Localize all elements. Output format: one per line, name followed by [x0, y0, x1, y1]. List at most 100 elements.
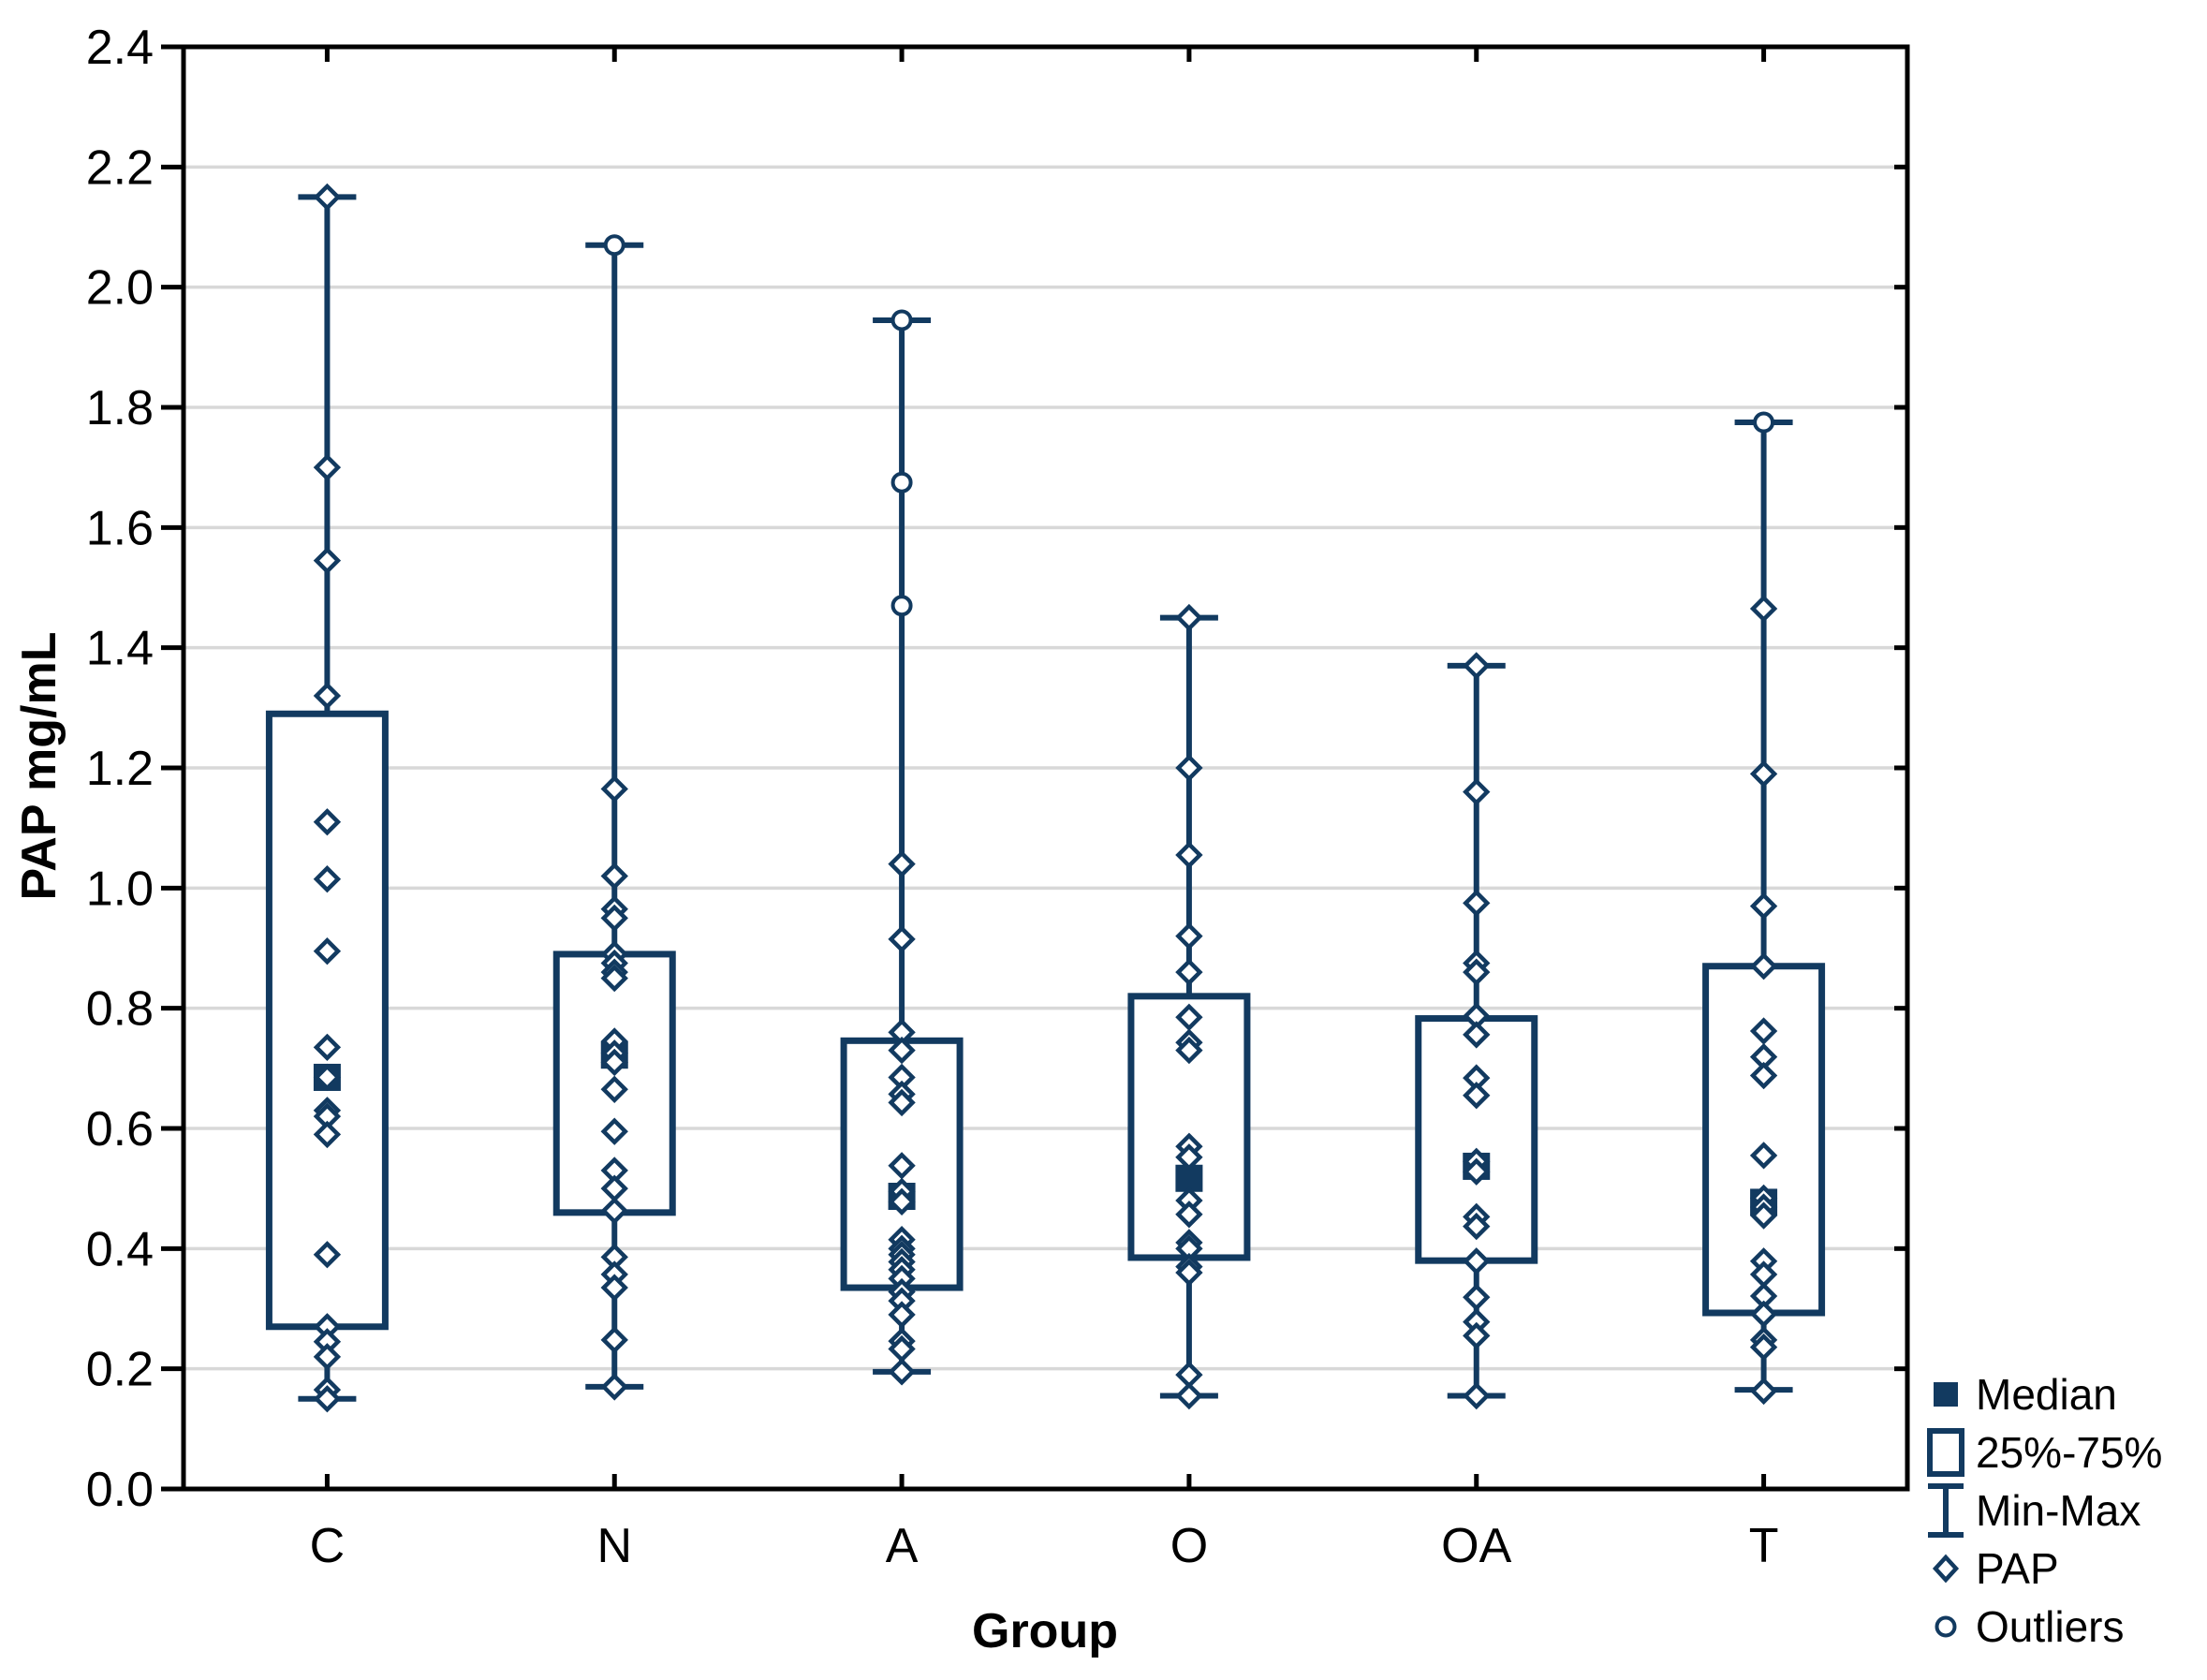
pap-point-T — [1749, 1061, 1778, 1090]
pap-point-O — [1175, 841, 1203, 869]
pap-point-C — [313, 1063, 342, 1092]
legend-item-median: Median — [1916, 1365, 2197, 1423]
pap-point-OA — [1463, 1157, 1491, 1186]
pap-point-T — [1749, 759, 1778, 788]
x-category-label: T — [1749, 1519, 1779, 1573]
pap-point-C — [313, 808, 342, 836]
pap-point-A — [888, 1187, 916, 1216]
pap-point-O — [1175, 754, 1203, 782]
pap-point-C — [313, 937, 342, 965]
outlier-point-N — [603, 234, 625, 257]
pap-point-C — [313, 1241, 342, 1269]
pap-point-C — [313, 682, 342, 710]
pap-point-C — [313, 1385, 342, 1413]
pap-point-A — [888, 1358, 916, 1386]
outlier-point-A — [890, 309, 913, 332]
pap-point-OA — [1463, 1381, 1491, 1410]
pap-point-OA — [1463, 1212, 1491, 1241]
pap-point-O — [1175, 958, 1203, 986]
y-tick-label: 1.2 — [86, 742, 154, 796]
pap-point-OA — [1463, 958, 1491, 986]
pap-point-A — [888, 925, 916, 953]
pap-point-C — [313, 183, 342, 212]
pap-point-OA — [1463, 1283, 1491, 1311]
pap-point-O — [1175, 603, 1203, 632]
y-axis-title: PAP mg/mL — [12, 631, 66, 901]
legend-item-pap: PAP — [1916, 1540, 2197, 1598]
outliers-circle-icon — [1916, 1606, 1976, 1647]
pap-point-N — [600, 1274, 628, 1302]
pap-point-T — [1749, 952, 1778, 980]
y-tick-label: 1.4 — [86, 622, 154, 676]
pap-point-N — [600, 1373, 628, 1401]
x-category-label: A — [886, 1519, 919, 1573]
legend-label: PAP — [1976, 1544, 2059, 1593]
pap-point-C — [313, 1120, 342, 1149]
pap-point-A — [888, 1301, 916, 1329]
iqr-box-C — [265, 710, 389, 1331]
pap-point-N — [600, 862, 628, 891]
pap-point-N — [600, 1117, 628, 1145]
y-tick-label: 1.8 — [86, 381, 154, 435]
pap-point-C — [313, 865, 342, 893]
legend-item-box: 25%-75% — [1916, 1423, 2197, 1481]
y-tick-label: 0.4 — [86, 1222, 154, 1276]
y-tick-label: 1.0 — [86, 862, 154, 916]
pap-point-OA — [1463, 777, 1491, 806]
y-tick-label: 2.0 — [86, 261, 154, 316]
legend-label: 25%-75% — [1976, 1428, 2163, 1477]
pap-point-A — [888, 1088, 916, 1117]
x-category-label: N — [596, 1519, 632, 1573]
y-tick-label: 1.6 — [86, 501, 154, 555]
pap-diamond-icon — [1916, 1548, 1976, 1589]
y-tick-label: 2.2 — [86, 140, 154, 195]
x-category-label: C — [310, 1519, 346, 1573]
pap-point-OA — [1463, 652, 1491, 680]
x-axis-title: Group — [972, 1604, 1118, 1658]
pap-point-T — [1749, 1377, 1778, 1406]
pap-point-N — [600, 774, 628, 803]
legend-label: Min-Max — [1976, 1486, 2141, 1535]
legend-item-outliers: Outliers — [1916, 1598, 2197, 1656]
pap-point-OA — [1463, 1247, 1491, 1275]
pap-point-O — [1175, 921, 1203, 951]
pap-point-C — [313, 1343, 342, 1371]
pap-point-N — [600, 904, 628, 933]
x-category-label: OA — [1441, 1519, 1511, 1573]
outlier-point-A — [890, 471, 913, 494]
y-tick-label: 0.0 — [86, 1463, 154, 1517]
pap-point-T — [1749, 1333, 1778, 1362]
outlier-point-A — [890, 595, 913, 617]
pap-point-A — [888, 849, 916, 878]
pap-point-OA — [1463, 1321, 1491, 1350]
pap-point-O — [1175, 1259, 1203, 1287]
legend-label: Outliers — [1976, 1602, 2125, 1651]
pap-point-T — [1749, 1017, 1778, 1045]
pap-point-T — [1749, 1142, 1778, 1170]
pap-point-N — [600, 1075, 628, 1103]
min-max-whisker-icon — [1916, 1481, 1976, 1540]
pap-point-OA — [1463, 889, 1491, 918]
pap-point-C — [313, 1033, 342, 1062]
pap-point-N — [600, 1197, 628, 1225]
pap-point-T — [1749, 595, 1778, 623]
legend-item-minmax: Min-Max — [1916, 1481, 2197, 1540]
pap-point-O — [1175, 1036, 1203, 1065]
y-tick-label: 0.6 — [86, 1102, 154, 1157]
legend-label: Median — [1976, 1370, 2117, 1419]
pap-point-C — [313, 453, 342, 481]
pap-point-T — [1749, 1201, 1778, 1230]
pap-point-O — [1175, 1201, 1203, 1229]
pap-point-O — [1175, 1003, 1203, 1031]
pap-point-N — [600, 1048, 628, 1077]
pap-point-O — [1175, 1381, 1203, 1410]
legend: Median 25%-75% Min-Max PAP — [1916, 1365, 2197, 1656]
y-tick-label: 0.2 — [86, 1343, 154, 1397]
y-tick-label: 2.4 — [86, 21, 154, 75]
pap-point-C — [313, 546, 342, 575]
x-category-label: O — [1170, 1519, 1208, 1573]
pap-point-OA — [1463, 1021, 1491, 1049]
pap-point-OA — [1463, 1082, 1491, 1110]
